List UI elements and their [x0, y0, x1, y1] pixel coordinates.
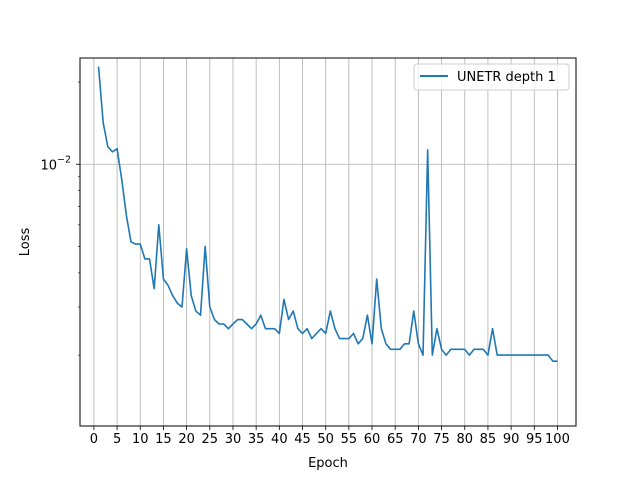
- x-tick-label: 45: [294, 432, 311, 447]
- x-tick-label: 40: [271, 432, 288, 447]
- series-line-0: [97, 66, 558, 362]
- x-tick-label: 25: [202, 432, 219, 447]
- x-tick-label: 80: [456, 432, 473, 447]
- x-axis-label: Epoch: [308, 456, 348, 471]
- x-axis: 0 5 10 15 20 25 30 35 40 45 50 55 60 65 70 75 80 85 90 95 10…: [90, 426, 570, 447]
- gridlines: [80, 58, 576, 426]
- legend-label: UNETR depth 1: [457, 70, 556, 85]
- x-tick-label: 50: [317, 432, 334, 447]
- x-tick-label: 90: [503, 432, 520, 447]
- y-tick-label-base: 10: [40, 158, 57, 173]
- y-axis: 10 −2: [40, 81, 80, 356]
- x-tick-label: 60: [364, 432, 381, 447]
- plot-area: [97, 66, 558, 362]
- x-tick-label: 95: [526, 432, 543, 447]
- x-tick-label: 5: [113, 432, 121, 447]
- x-tick-label: 65: [387, 432, 404, 447]
- x-tick-label: 55: [341, 432, 358, 447]
- x-tick-label: 100: [545, 432, 570, 447]
- y-axis-label: Loss: [18, 228, 33, 257]
- legend-box: [413, 63, 570, 91]
- x-tick-label: 0: [90, 432, 98, 447]
- x-tick-label: 75: [433, 432, 450, 447]
- x-tick-label: 15: [155, 432, 172, 447]
- x-tick-label: 35: [248, 432, 265, 447]
- plot-frame: [79, 57, 577, 427]
- x-tick-label: 10: [132, 432, 149, 447]
- x-tick-label: 85: [480, 432, 497, 447]
- x-tick-label: 20: [178, 432, 195, 447]
- x-tick-label: 30: [225, 432, 242, 447]
- x-tick-label: 70: [410, 432, 427, 447]
- legend: UNETR depth 1: [413, 63, 570, 91]
- y-tick-label-exponent: −2: [57, 154, 71, 165]
